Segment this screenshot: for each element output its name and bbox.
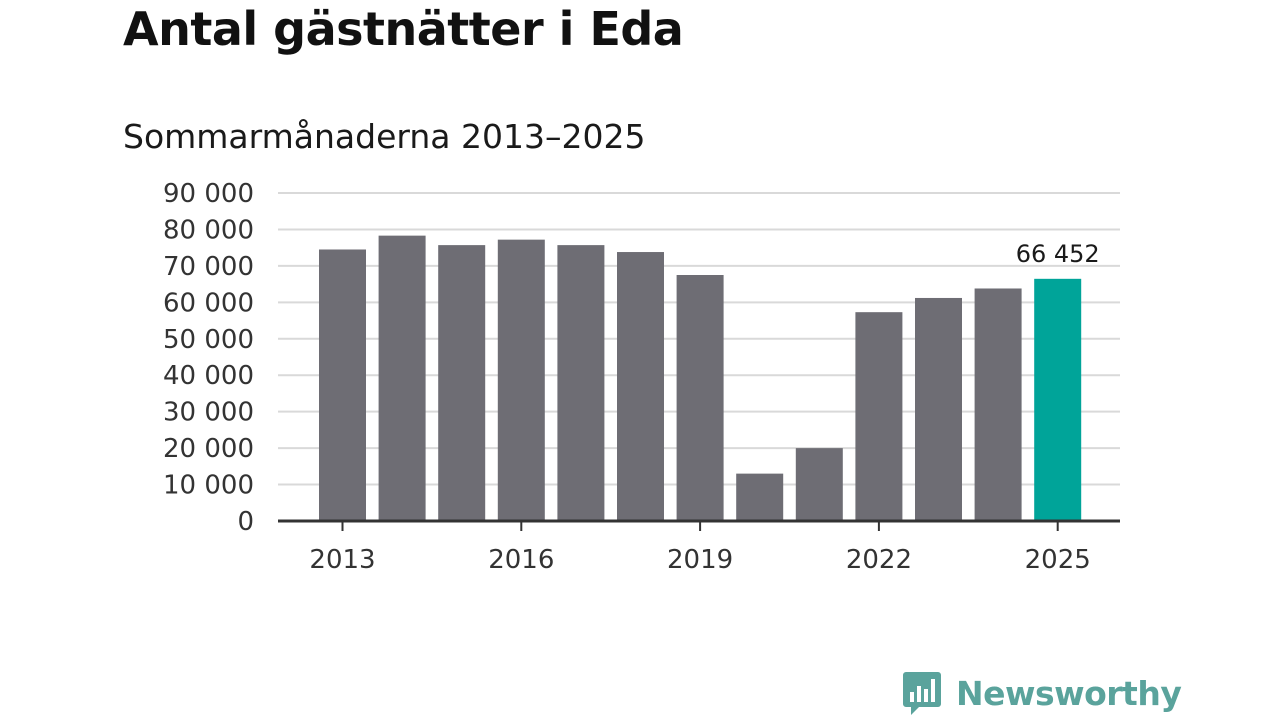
y-tick-label: 40 000	[163, 361, 254, 391]
x-tick-label: 2013	[309, 545, 375, 575]
logo-text: Newsworthy	[956, 673, 1182, 713]
bar-2016	[497, 239, 545, 521]
chart-subtitle: Sommarmånaderna 2013–2025	[123, 117, 646, 156]
y-tick-label: 60 000	[163, 288, 254, 318]
bar-2017	[557, 245, 605, 522]
y-tick-label: 80 000	[163, 215, 254, 245]
bar-2015	[438, 245, 486, 522]
bar-2014	[378, 235, 426, 521]
bar-chart: 0 10 000 20 000 30 000 40 000 50 000 60 000 70 …	[163, 179, 1120, 575]
bar-2024	[974, 288, 1022, 521]
chart-speech-bubble-icon	[903, 672, 941, 715]
labels: 0 10 000 20 000 30 000 40 000 50 000 60 000 70 …	[163, 179, 1100, 575]
bar-2022	[855, 312, 903, 521]
y-tick-label: 50 000	[163, 325, 254, 355]
bar-2023	[915, 297, 962, 521]
chart-title: Antal gästnätter i Eda	[123, 2, 684, 56]
x-tick-label: 2022	[846, 545, 912, 575]
bar-2021	[795, 448, 843, 521]
y-tick-label: 0	[237, 507, 254, 537]
y-tick-label: 30 000	[163, 398, 254, 428]
x-tick-label: 2025	[1025, 545, 1091, 575]
y-tick-label: 10 000	[163, 471, 254, 501]
y-tick-label: 90 000	[163, 179, 254, 209]
bar-2019	[676, 275, 724, 521]
y-tick-label: 20 000	[163, 434, 254, 464]
bar-2025	[1034, 278, 1082, 521]
x-tick-label: 2016	[488, 545, 554, 575]
data-label-2025: 66 452	[1016, 240, 1100, 268]
newsworthy-logo: Newsworthy	[902, 670, 1182, 716]
y-tick-label: 70 000	[163, 252, 254, 282]
bar-2018	[617, 252, 664, 522]
bar-2020	[736, 473, 784, 521]
x-tick-label: 2019	[667, 545, 733, 575]
bars	[319, 235, 1082, 522]
bar-2013	[319, 249, 366, 521]
axes	[278, 519, 1120, 531]
